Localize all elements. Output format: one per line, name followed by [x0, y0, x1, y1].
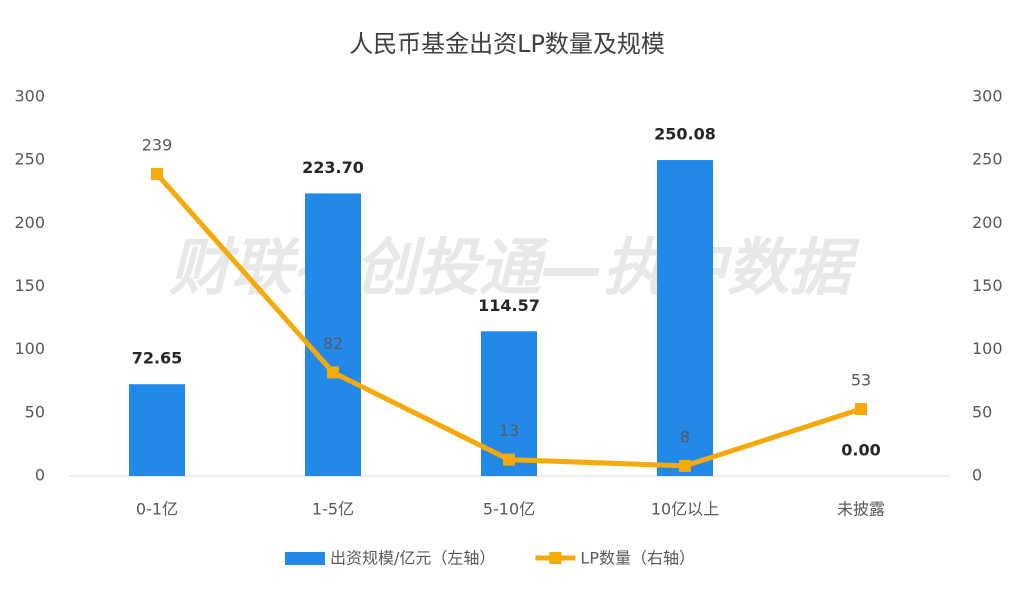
y2-tick-label: 0: [972, 466, 982, 485]
x-tick-label: 0-1亿: [136, 500, 178, 519]
line-value-label: 82: [323, 334, 343, 353]
line-marker: [151, 168, 163, 181]
legend-label: 出资规模/亿元（左轴）: [330, 549, 495, 568]
y-tick-label: 250: [14, 150, 45, 169]
line-marker: [327, 366, 339, 379]
x-tick-label: 5-10亿: [483, 500, 535, 519]
y2-tick-label: 150: [972, 276, 1003, 295]
watermark: 财联社创投通—执中数据: [169, 231, 860, 304]
line-value-label: 8: [680, 427, 690, 446]
bar: [305, 193, 361, 476]
line-marker: [503, 453, 515, 466]
x-tick-label: 未披露: [837, 500, 885, 519]
line-value-label: 53: [851, 371, 871, 390]
legend-label: LP数量（右轴）: [580, 549, 695, 568]
y-tick-label: 0: [35, 466, 45, 485]
line-value-label: 239: [142, 136, 173, 155]
y2-tick-label: 300: [972, 87, 1003, 106]
y-tick-label: 200: [14, 213, 45, 232]
x-tick-label: 1-5亿: [312, 500, 354, 519]
y-tick-label: 150: [14, 276, 45, 295]
y-tick-label: 300: [14, 87, 45, 106]
y2-tick-label: 200: [972, 213, 1003, 232]
line-value-label: 13: [499, 421, 519, 440]
line-marker: [679, 459, 691, 472]
bar-value-label: 250.08: [654, 125, 716, 144]
chart-title: 人民币基金出资LP数量及规模: [349, 30, 665, 58]
bar: [657, 160, 713, 476]
y2-tick-label: 100: [972, 339, 1003, 358]
y2-tick-label: 50: [972, 402, 992, 421]
y-tick-label: 50: [25, 402, 45, 421]
y-tick-label: 100: [14, 339, 45, 358]
bar-value-label: 114.57: [478, 296, 540, 315]
legend-swatch: [285, 552, 325, 565]
bar: [129, 384, 185, 476]
bar-value-label: 72.65: [132, 349, 183, 368]
legend-marker: [549, 552, 562, 564]
x-tick-label: 10亿以上: [651, 500, 719, 519]
line-marker: [855, 403, 867, 416]
bar-value-label: 223.70: [302, 158, 364, 177]
y2-tick-label: 250: [972, 150, 1003, 169]
bar-value-label: 0.00: [841, 441, 880, 460]
